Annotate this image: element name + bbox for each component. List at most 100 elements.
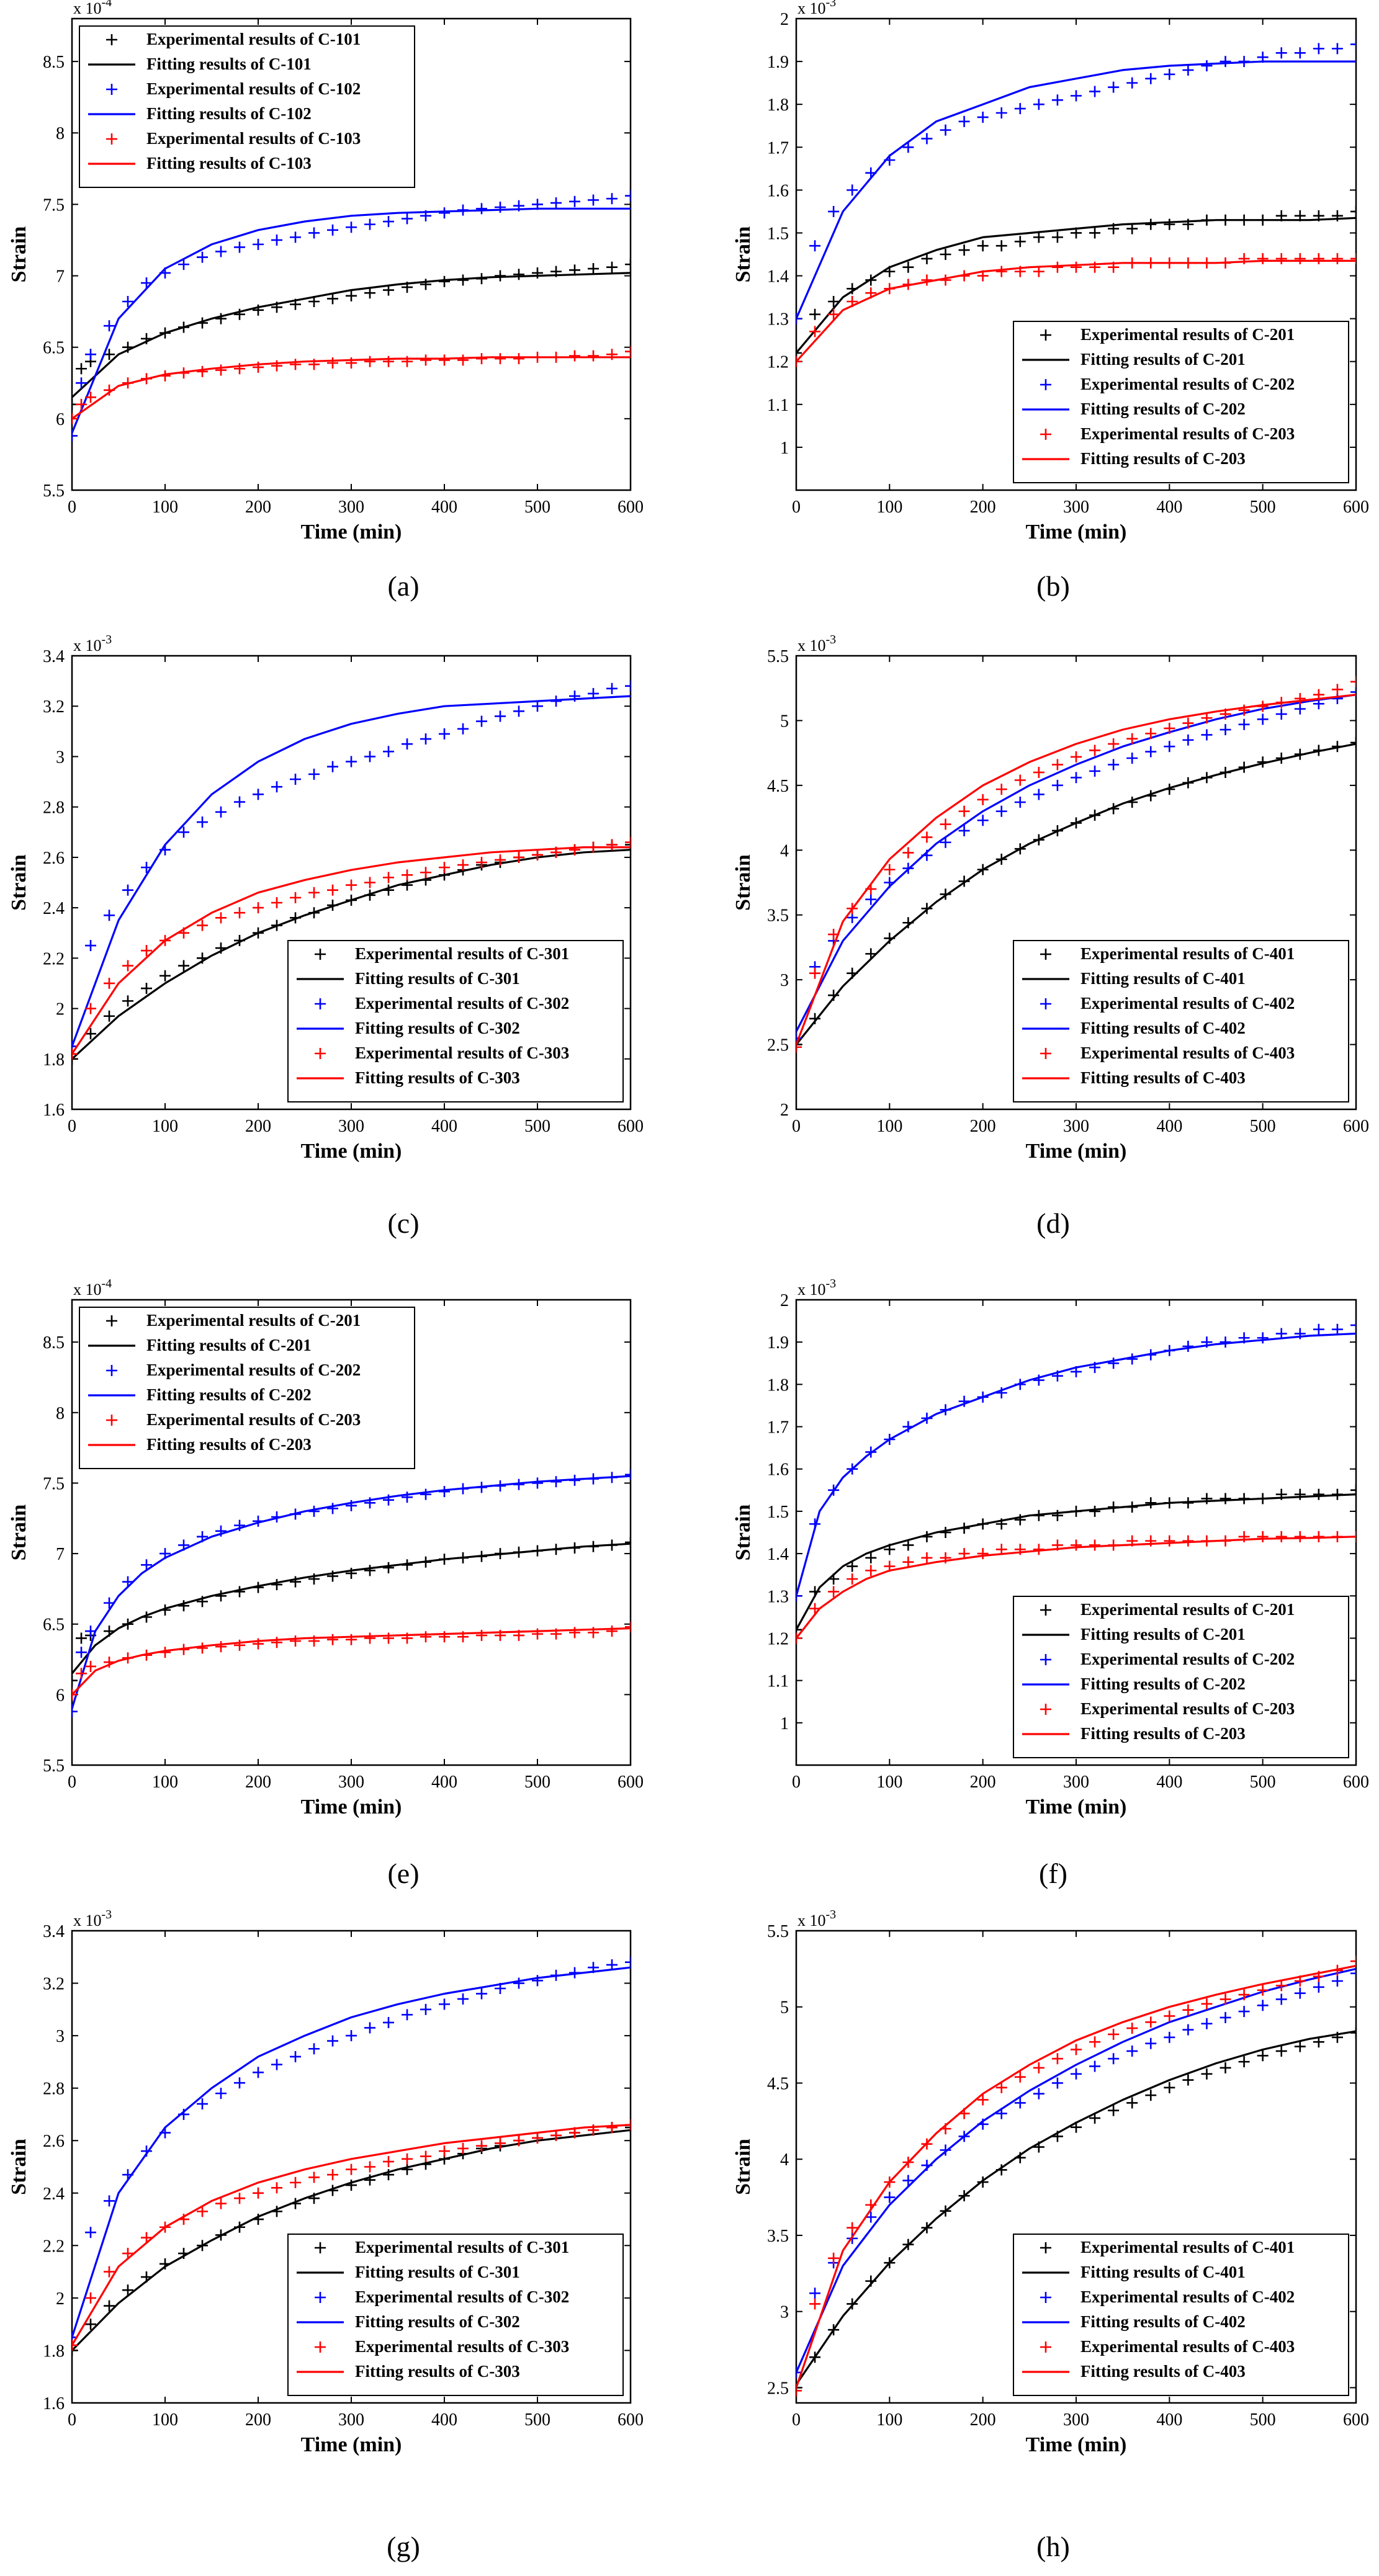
- data-point: [495, 202, 506, 213]
- data-point: [1294, 703, 1306, 715]
- data-point: [253, 2187, 264, 2199]
- data-point: [271, 781, 282, 793]
- data-point: [1033, 766, 1044, 778]
- y-tick-label: 1.8: [767, 96, 789, 115]
- x-tick-label: 200: [970, 1117, 996, 1136]
- data-point: [402, 869, 413, 881]
- data-point: [85, 1028, 96, 1040]
- data-point: [215, 2198, 227, 2209]
- data-point: [796, 1624, 802, 1635]
- data-point: [383, 1632, 394, 1644]
- data-point: [402, 2009, 413, 2021]
- data-point: [921, 1552, 933, 1563]
- x-tick-label: 300: [338, 498, 364, 517]
- data-point: [439, 275, 450, 287]
- y-tick-label: 4.5: [767, 777, 789, 796]
- data-point: [995, 1387, 1007, 1398]
- data-point: [1126, 2045, 1138, 2057]
- x-tick-label: 300: [338, 1117, 364, 1136]
- data-point: [346, 756, 357, 767]
- data-point: [253, 2067, 264, 2078]
- x-tick-label: 0: [792, 498, 801, 517]
- legend-label: Fitting results of C-203: [1080, 449, 1246, 468]
- data-point: [197, 251, 208, 263]
- data-point: [809, 2288, 821, 2299]
- data-point: [308, 227, 320, 239]
- data-point: [104, 2300, 115, 2312]
- data-point: [122, 995, 133, 1007]
- data-point: [308, 768, 320, 780]
- y-exponent-power: -3: [102, 1908, 112, 1921]
- y-tick-label: 1.6: [43, 2394, 65, 2413]
- x-tick-label: 600: [1343, 2410, 1369, 2430]
- data-point: [234, 2077, 245, 2089]
- y-exponent-base: x 10: [73, 1281, 102, 1299]
- legend-item: Fitting results of C-402: [1022, 1019, 1246, 1037]
- data-point: [828, 296, 840, 307]
- y-tick-label: 1.9: [767, 53, 789, 72]
- y-tick-label: 3.2: [43, 1975, 65, 1994]
- y-tick-label: 1: [780, 439, 789, 458]
- data-point: [1275, 708, 1287, 720]
- series-line-3: [72, 695, 631, 1047]
- legend-label: Fitting results of C-301: [355, 2263, 520, 2281]
- y-exponent-label: x 10-3: [73, 1908, 112, 1930]
- data-point: [569, 195, 580, 207]
- plot-area: [796, 1319, 1356, 1644]
- x-tick-label: 100: [152, 1117, 178, 1136]
- data-point: [588, 350, 599, 362]
- data-point: [122, 2248, 133, 2260]
- y-tick-label: 2.6: [43, 849, 65, 868]
- data-point: [402, 738, 413, 750]
- chart-panel-a: 0 100 200 300 400 500 600 5.5 6 6.5 7 7.5 8 8.5 x 10-4…: [7, 0, 644, 543]
- legend-item: Experimental results of C-203: [106, 1410, 361, 1429]
- x-tick-label: 500: [1250, 1773, 1276, 1792]
- data-point: [796, 1632, 802, 1644]
- legend-item: Experimental results of C-403: [1040, 1044, 1295, 1062]
- data-point: [1164, 1535, 1175, 1547]
- data-point: [1331, 43, 1343, 55]
- data-point: [1164, 722, 1175, 734]
- y-tick-label: 1.6: [43, 1101, 65, 1120]
- data-point: [513, 851, 524, 863]
- data-point: [1201, 729, 1213, 741]
- data-point: [1145, 1497, 1157, 1509]
- data-point: [1201, 2018, 1213, 2029]
- legend-item: Experimental results of C-202: [1040, 1650, 1295, 1668]
- data-point: [995, 107, 1007, 119]
- legend-label: Experimental results of C-201: [146, 1311, 361, 1330]
- legend-label: Fitting results of C-302: [355, 2312, 520, 2331]
- data-point: [1182, 1341, 1194, 1352]
- legend: Experimental results of C-101 Fitting res…: [79, 25, 415, 188]
- legend-box: [1013, 940, 1349, 1102]
- data-point: [809, 240, 821, 252]
- y-tick-label: 1.4: [767, 1545, 789, 1564]
- legend-item: Experimental results of C-203: [1040, 1699, 1295, 1718]
- y-tick-label: 2.5: [767, 1036, 789, 1055]
- data-point: [457, 859, 469, 871]
- data-point: [327, 2169, 338, 2181]
- chart-panel-c: 0 100 200 300 400 500 600 1.6 1.8 2 2.2 2.4 2.6 2.8 3 3…: [7, 633, 644, 1163]
- x-tick-label: 300: [1063, 498, 1089, 517]
- legend-item: Experimental results of C-201: [1040, 325, 1295, 344]
- data-point: [364, 2174, 375, 2186]
- data-point: [828, 308, 840, 320]
- legend-label: Fitting results of C-303: [355, 1068, 520, 1087]
- series-line-1: [72, 272, 631, 398]
- x-axis-title: Time (min): [1026, 521, 1127, 543]
- data-point: [569, 844, 580, 856]
- y-tick-label: 6: [56, 410, 65, 429]
- data-point: [234, 241, 245, 253]
- data-point: [476, 2140, 487, 2152]
- data-point: [1275, 253, 1287, 264]
- y-tick-label: 7: [56, 267, 65, 287]
- legend-item: Fitting results of C-402: [1022, 2312, 1246, 2331]
- data-point: [122, 884, 133, 896]
- data-point: [122, 2284, 133, 2296]
- y-exponent-base: x 10: [73, 637, 102, 655]
- data-point: [550, 197, 562, 209]
- data-point: [902, 1539, 914, 1551]
- data-point: [1145, 73, 1157, 84]
- legend-label: Experimental results of C-402: [1080, 994, 1295, 1013]
- data-point: [1071, 261, 1082, 273]
